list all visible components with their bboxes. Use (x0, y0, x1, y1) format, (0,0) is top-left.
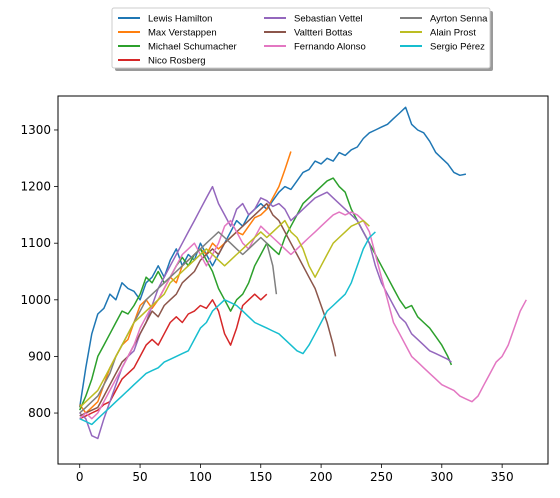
x-tick-label: 100 (189, 470, 212, 484)
y-tick-label: 1200 (20, 180, 51, 194)
legend-box (111, 7, 491, 69)
legend-label: Max Verstappen (148, 28, 217, 39)
legend-label: Michael Schumacher (148, 42, 237, 53)
y-tick-label: 900 (28, 349, 51, 363)
x-tick-label: 50 (132, 470, 147, 484)
y-tick-label: 1100 (20, 236, 51, 250)
plot-frame (57, 95, 549, 465)
y-tick-label: 800 (28, 406, 51, 420)
legend: Lewis Hamilton Max Verstappen Michael Schu… (111, 7, 493, 71)
x-tick-label: 300 (430, 470, 453, 484)
x-tick-label: 200 (310, 470, 333, 484)
legend-label: Fernando Alonso (294, 42, 366, 53)
legend-label: Nico Rosberg (148, 56, 206, 67)
y-tick-label: 1000 (20, 293, 51, 307)
x-tick-label: 0 (76, 470, 84, 484)
series-line-7 (79, 231, 278, 414)
x-tick-label: 250 (370, 470, 393, 484)
series-line-8 (79, 219, 370, 408)
x-tick-label: 150 (249, 470, 272, 484)
legend-label: Sergio Pérez (430, 42, 485, 53)
series-layer (78, 106, 527, 440)
series-line-0 (78, 106, 467, 408)
legend-label: Lewis Hamilton (148, 14, 212, 25)
y-axis: 800 900 1000 1100 1200 1300 (20, 123, 58, 420)
x-tick-label: 350 (491, 470, 514, 484)
y-tick-label: 1300 (20, 123, 51, 137)
legend-label: Alain Prost (430, 28, 476, 39)
legend-label: Sebastian Vettel (294, 14, 363, 25)
x-axis: 0 50 100 150 200 250 300 350 (76, 464, 514, 484)
legend-label: Ayrton Senna (430, 14, 488, 25)
legend-label: Valtteri Bottas (294, 28, 353, 39)
series-line-9 (79, 231, 376, 426)
